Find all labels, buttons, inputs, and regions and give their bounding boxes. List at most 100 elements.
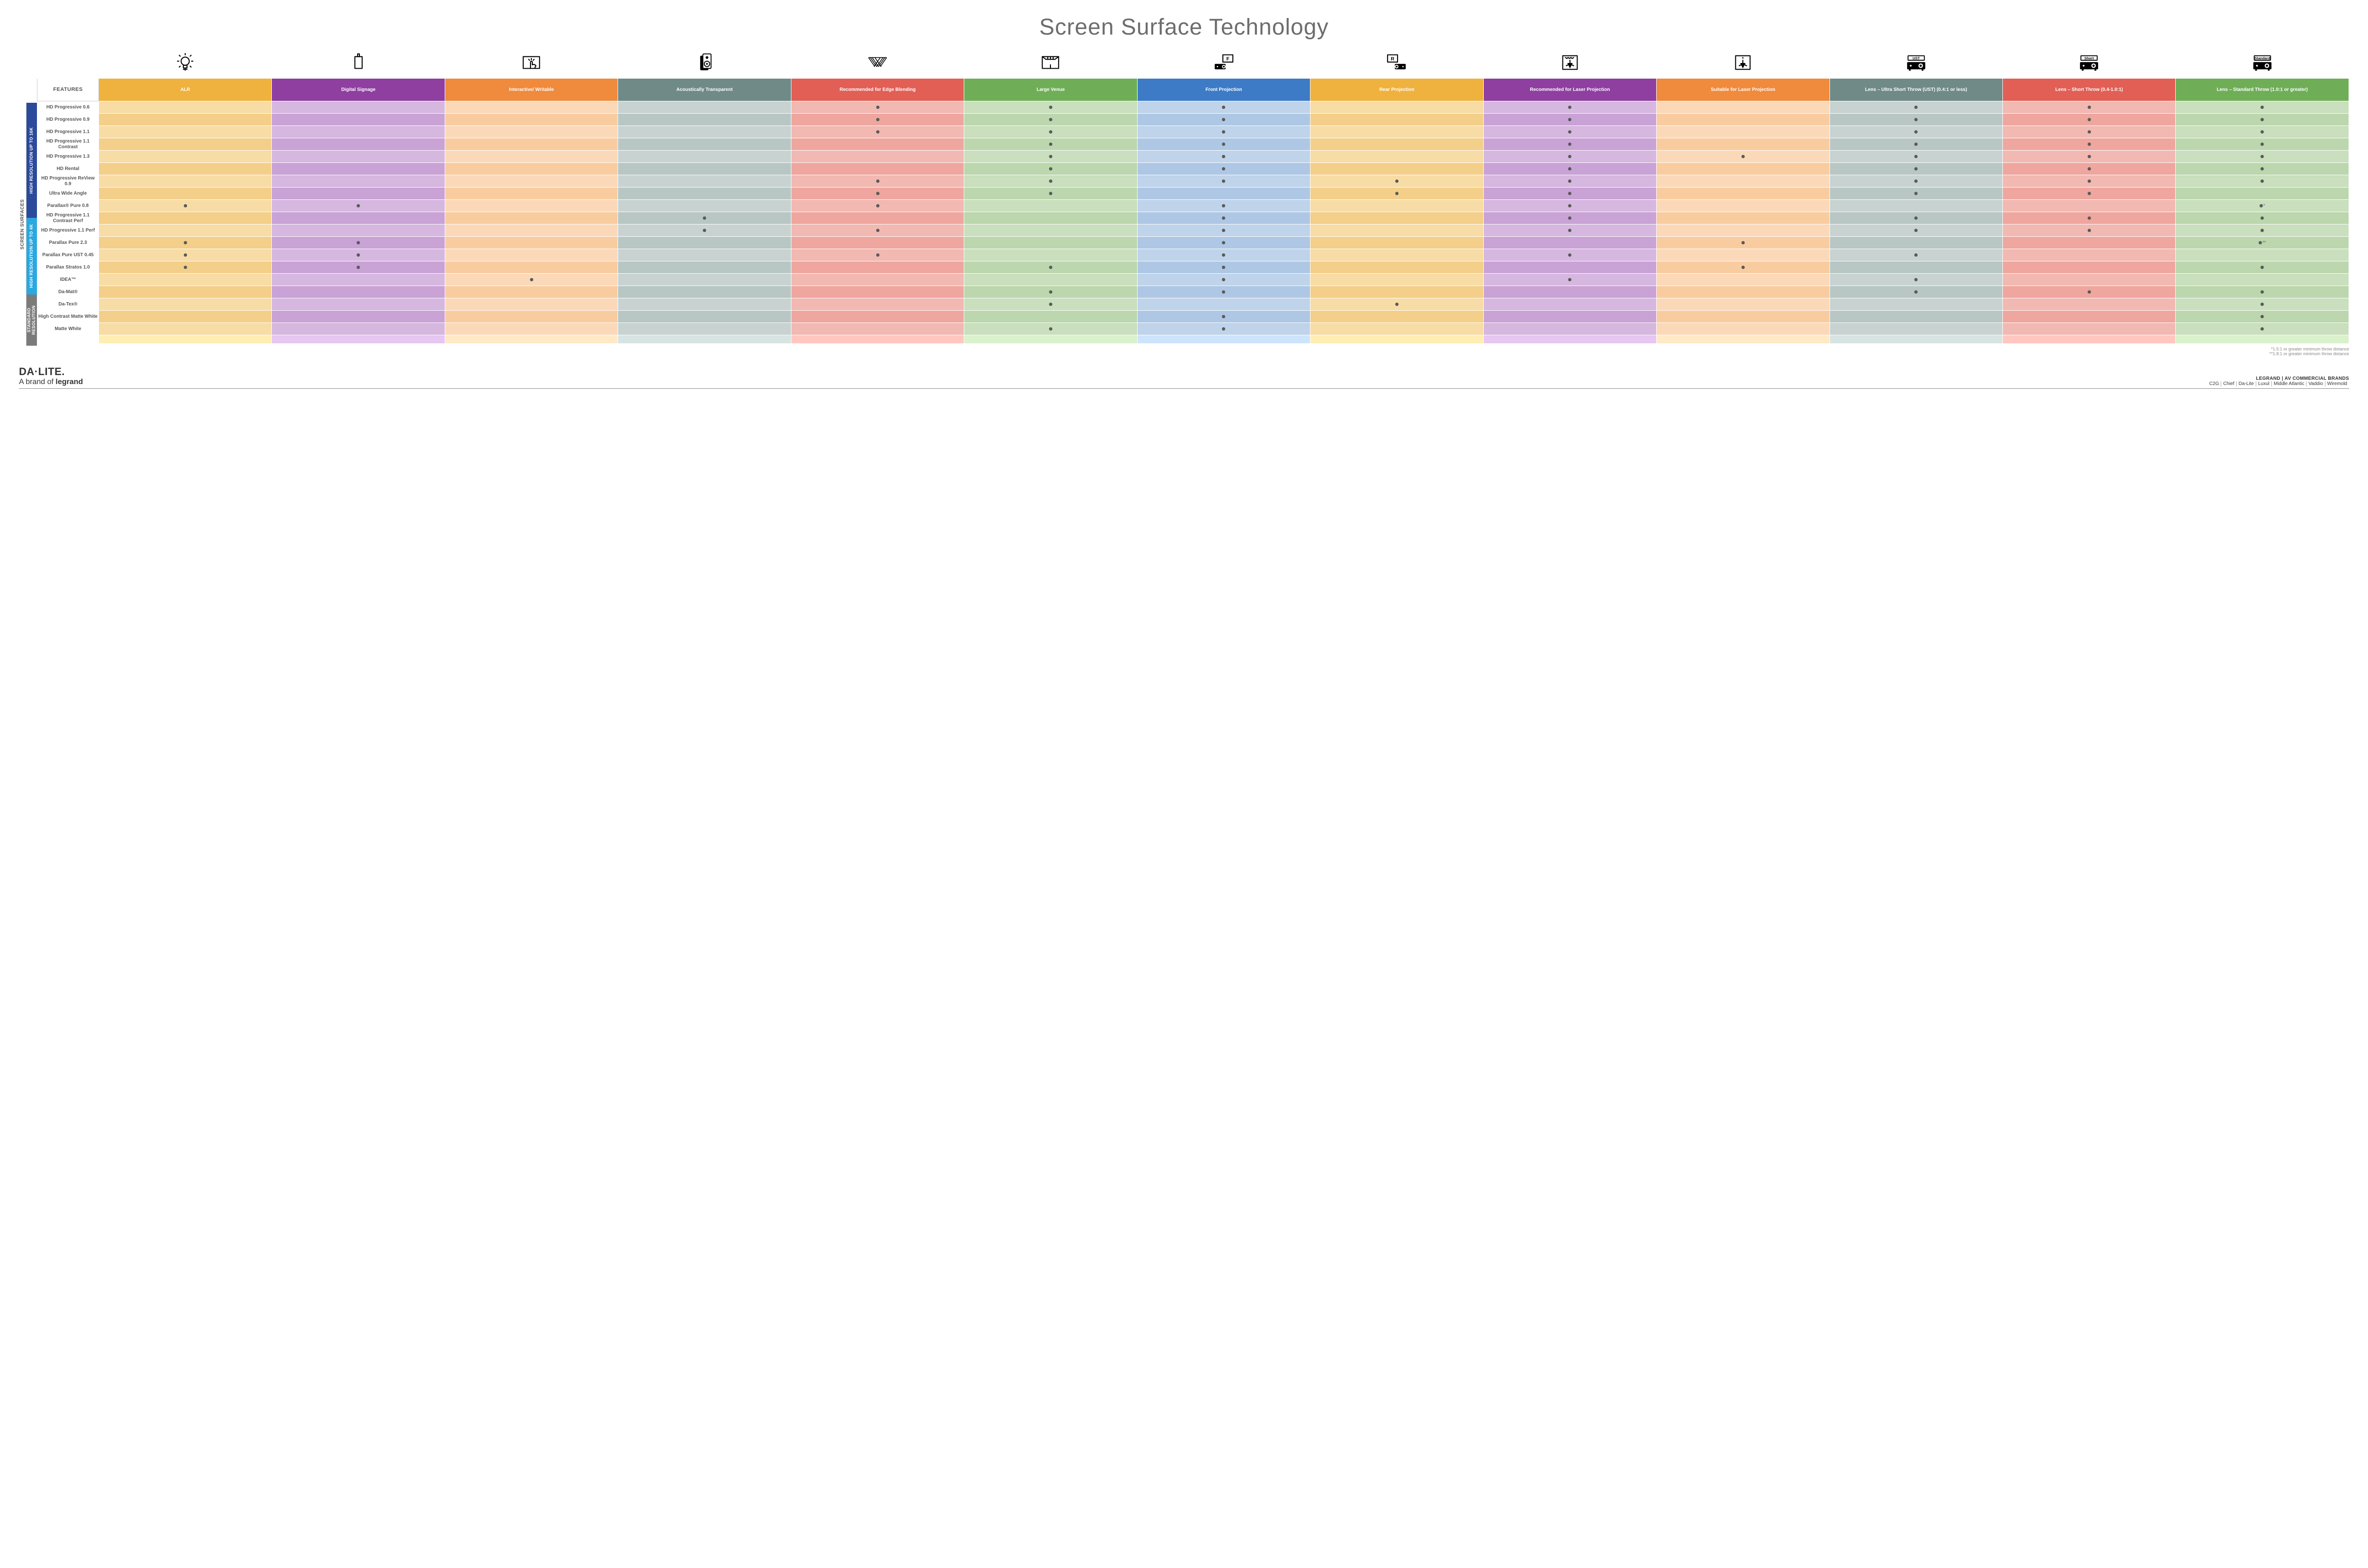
cell-signage xyxy=(272,323,445,335)
brands-block: LEGRAND | AV COMMERCIAL BRANDS C2GChiefD… xyxy=(2207,376,2349,386)
header-row: FEATURESALRDigital SignageInteractive/ W… xyxy=(37,79,2349,101)
row-label: Parallax Pure UST 0.45 xyxy=(37,249,99,261)
cell-suit_laser xyxy=(1657,323,1830,335)
cell-interactive xyxy=(445,237,618,249)
col-header-std: Lens – Standard Throw (1.0:1 or greater) xyxy=(2176,79,2349,101)
cell-edge xyxy=(791,311,964,323)
cell-signage xyxy=(272,249,445,261)
cell-edge xyxy=(791,224,964,237)
row-label: Da-Mat® xyxy=(37,286,99,298)
cell-ust xyxy=(1830,249,2002,261)
col-icon-ust: UST xyxy=(1830,50,2002,79)
cell-rec_laser xyxy=(1483,274,1656,286)
cell-rear xyxy=(1310,224,1483,237)
cell-ust xyxy=(1830,138,2002,151)
col-icon-acoustic xyxy=(618,50,791,79)
cell-acoustic xyxy=(618,126,791,138)
cell-acoustic xyxy=(618,114,791,126)
table-row: Ultra Wide Angle xyxy=(37,188,2349,200)
brands-list: C2GChiefDa-LiteLuxulMiddle AtlanticVaddi… xyxy=(2207,381,2349,386)
cell-venue xyxy=(964,298,1137,311)
cell-signage xyxy=(272,286,445,298)
cell-short xyxy=(2002,224,2175,237)
cell-front xyxy=(1137,163,1310,175)
cell-interactive xyxy=(445,138,618,151)
cell-rear xyxy=(1310,188,1483,200)
cell-rec_laser xyxy=(1483,200,1656,212)
cell-rear xyxy=(1310,286,1483,298)
cell-rec_laser xyxy=(1483,163,1656,175)
cell-std xyxy=(2176,175,2349,188)
row-label: High Contrast Matte White xyxy=(37,311,99,323)
cell-interactive xyxy=(445,200,618,212)
cell-front xyxy=(1137,261,1310,274)
cell-std xyxy=(2176,101,2349,114)
cell-edge xyxy=(791,151,964,163)
cell-suit_laser xyxy=(1657,175,1830,188)
cell-front xyxy=(1137,138,1310,151)
table-row: HD Progressive ReView 0.9 xyxy=(37,175,2349,188)
row-label: Parallax Pure 2.3 xyxy=(37,237,99,249)
cell-interactive xyxy=(445,323,618,335)
side-label: SCREEN SURFACES xyxy=(19,103,27,346)
brand-item: Middle Atlantic xyxy=(2272,381,2306,386)
cell-rear xyxy=(1310,237,1483,249)
cell-std xyxy=(2176,323,2349,335)
brand-item: Vaddio xyxy=(2306,381,2325,386)
col-header-edge: Recommended for Edge Blending xyxy=(791,79,964,101)
cell-ust xyxy=(1830,101,2002,114)
col-icon-interactive xyxy=(445,50,618,79)
row-label: HD Progressive 0.6 xyxy=(37,101,99,114)
features-header: FEATURES xyxy=(37,79,99,101)
cell-venue xyxy=(964,101,1137,114)
cell-suit_laser xyxy=(1657,163,1830,175)
col-icon-edge xyxy=(791,50,964,79)
cell-short xyxy=(2002,311,2175,323)
cell-venue xyxy=(964,138,1137,151)
cell-alr xyxy=(99,101,272,114)
cell-edge xyxy=(791,323,964,335)
cell-short xyxy=(2002,101,2175,114)
cell-acoustic xyxy=(618,224,791,237)
cell-interactive xyxy=(445,212,618,224)
cell-acoustic xyxy=(618,101,791,114)
cell-alr xyxy=(99,323,272,335)
cell-acoustic xyxy=(618,323,791,335)
svg-text:UST: UST xyxy=(1912,56,1920,60)
cell-acoustic xyxy=(618,311,791,323)
cell-std xyxy=(2176,249,2349,261)
cell-venue xyxy=(964,175,1137,188)
cell-std xyxy=(2176,212,2349,224)
cell-edge xyxy=(791,126,964,138)
cell-venue xyxy=(964,200,1137,212)
group-label: HIGH RESOLUTION UP TO 16K xyxy=(27,103,37,218)
cell-short xyxy=(2002,237,2175,249)
cell-acoustic xyxy=(618,163,791,175)
cell-ust xyxy=(1830,261,2002,274)
table-row: IDEA™ xyxy=(37,274,2349,286)
cell-signage xyxy=(272,188,445,200)
cell-suit_laser xyxy=(1657,200,1830,212)
table-row: HD Progressive 1.1 Perf xyxy=(37,224,2349,237)
col-icon-suit_laser xyxy=(1657,50,1830,79)
cell-suit_laser xyxy=(1657,298,1830,311)
cell-front xyxy=(1137,151,1310,163)
cell-edge xyxy=(791,249,964,261)
col-icon-std: Standard xyxy=(2176,50,2349,79)
cell-ust xyxy=(1830,323,2002,335)
cell-front xyxy=(1137,200,1310,212)
cell-std xyxy=(2176,114,2349,126)
cell-venue xyxy=(964,224,1137,237)
cell-rear xyxy=(1310,249,1483,261)
cell-short xyxy=(2002,126,2175,138)
cell-alr xyxy=(99,224,272,237)
cell-short xyxy=(2002,212,2175,224)
cell-venue xyxy=(964,311,1137,323)
cell-short xyxy=(2002,175,2175,188)
table-row: HD Progressive 0.9 xyxy=(37,114,2349,126)
cell-front xyxy=(1137,298,1310,311)
cell-alr xyxy=(99,138,272,151)
cell-interactive xyxy=(445,175,618,188)
cell-rec_laser xyxy=(1483,188,1656,200)
cell-alr xyxy=(99,200,272,212)
